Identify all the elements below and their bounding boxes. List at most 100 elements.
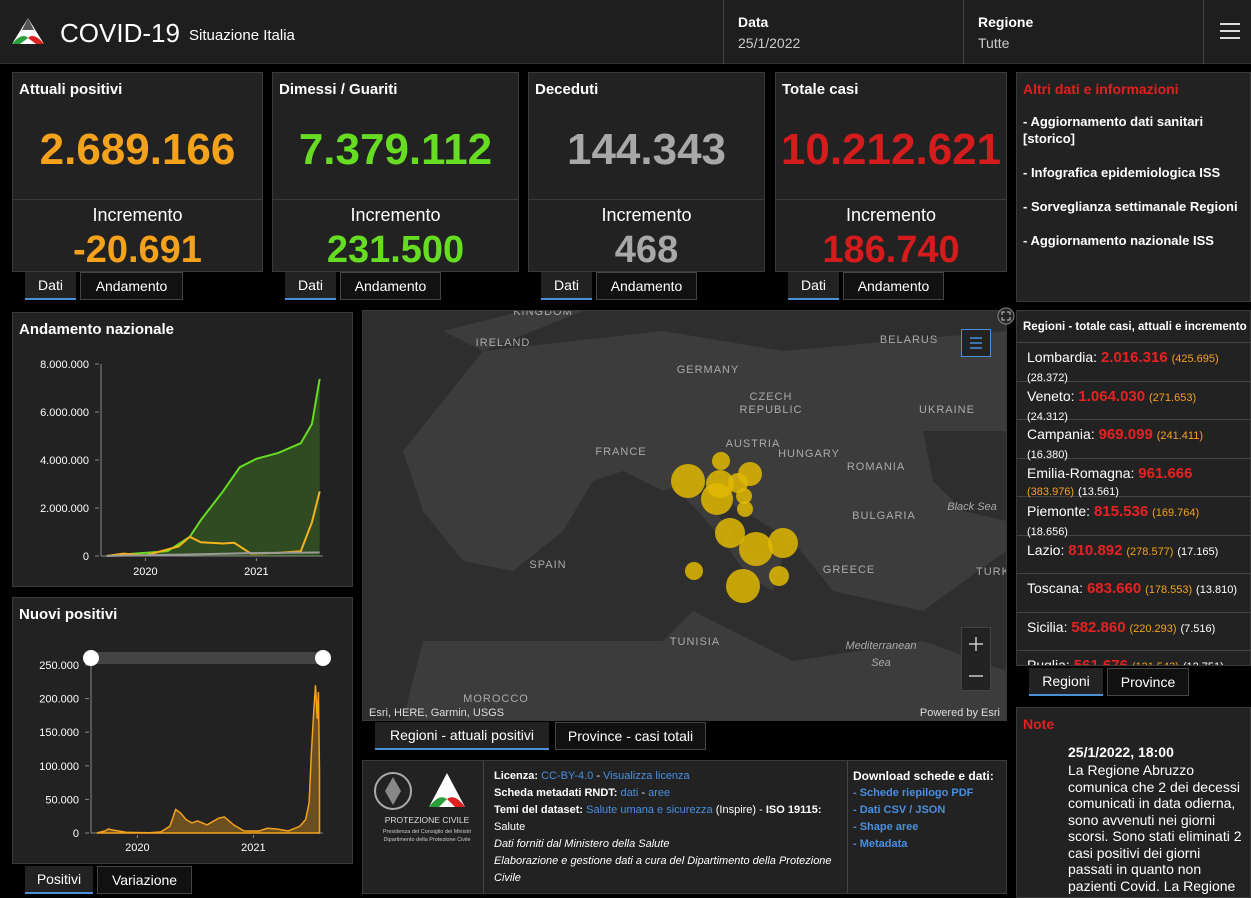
region-row[interactable]: Lombardia: 2.016.316 (425.695) (28.372) — [1017, 343, 1250, 384]
increment-label: Incremento — [92, 205, 183, 225]
map-label: GERMANY — [677, 364, 740, 376]
tab-map-province[interactable]: Province - casi totali — [555, 722, 706, 750]
x-tick-label: 2020 — [125, 842, 149, 854]
y-tick-label: 100.000 — [39, 761, 79, 773]
info-link[interactable]: - Aggiornamento dati sanitari [storico] — [1023, 114, 1204, 146]
tab-andamento[interactable]: Andamento — [596, 272, 697, 300]
info-link[interactable]: - Infografica epidemiologica ISS — [1023, 165, 1221, 180]
tab-variazione[interactable]: Variazione — [97, 866, 192, 894]
map-label: MOROCCO — [463, 693, 529, 705]
region-row[interactable]: Sicilia: 582.860 (220.293) (7.516) — [1017, 613, 1250, 651]
increment-label: Incremento — [601, 205, 692, 225]
tab-dati[interactable]: Dati — [788, 272, 839, 300]
tab-andamento[interactable]: Andamento — [340, 272, 441, 300]
region-row[interactable]: Lazio: 810.892 (278.577) (17.165) — [1017, 536, 1250, 574]
link[interactable]: dati — [620, 787, 639, 799]
region-current: (383.976) — [1027, 485, 1075, 498]
date-label: Data — [738, 14, 769, 30]
y-tick-label: 2.000.000 — [40, 503, 89, 515]
region-increment: (13.561) — [1077, 485, 1119, 498]
info-link[interactable]: - Sorveglianza settimanale Regioni — [1023, 199, 1238, 214]
download-link[interactable]: - Schede riepilogo PDF — [853, 787, 974, 799]
info-panel: Altri dati e informazioni - Aggiornament… — [1016, 72, 1251, 302]
tab-andamento[interactable]: Andamento — [843, 272, 944, 300]
map-label: BULGARIA — [852, 510, 916, 522]
map-label: TURK — [976, 566, 1006, 578]
region-increment: (17.165) — [1177, 545, 1219, 558]
card-separator — [13, 199, 262, 200]
label: ISO 19115: — [765, 804, 822, 816]
region-row[interactable]: Toscana: 683.660 (178.553) (13.810) — [1017, 574, 1250, 613]
header: COVID-19 Situazione Italia Data 25/1/202… — [0, 0, 1251, 64]
map-canvas: KINGDOM IRELAND GERMANY BELARUS CZECHREPUBLI… — [403, 311, 1006, 720]
info-link[interactable]: - Aggiornamento nazionale ISS — [1023, 233, 1214, 248]
tab-andamento[interactable]: Andamento — [80, 272, 183, 300]
region-value[interactable]: Tutte — [978, 35, 1010, 51]
link[interactable]: aree — [648, 787, 671, 799]
region-increment: (13.810) — [1196, 584, 1238, 596]
downloads: Download schede e dati: - Schede riepilo… — [853, 768, 1003, 853]
tab-dati[interactable]: Dati — [25, 272, 76, 300]
card-title: Totale casi — [782, 81, 859, 98]
card-title: Deceduti — [535, 81, 599, 98]
note-panel: Note 25/1/2022, 18:00 La Regione Abruzzo… — [1016, 707, 1251, 898]
map-label: ROMANIA — [847, 461, 905, 473]
note-date: 25/1/2022, 18:00 — [1068, 744, 1174, 760]
series-area — [106, 378, 320, 556]
region-row[interactable]: Emilia-Romagna: 961.666 (383.976) (13.56… — [1017, 459, 1250, 498]
region-current: (169.764) — [1152, 507, 1200, 519]
logos: PROTEZIONE CIVILE Presidenza del Consigl… — [374, 772, 471, 843]
tab-map-regioni[interactable]: Regioni - attuali positivi — [375, 722, 549, 750]
range-slider — [91, 652, 323, 664]
region-name: Piemonte: — [1027, 503, 1091, 519]
region-current: (271.653) — [1149, 391, 1197, 404]
map-label: GREECE — [823, 564, 875, 576]
tab-positivi[interactable]: Positivi — [25, 866, 93, 894]
region-bubble — [768, 528, 798, 558]
legend-button[interactable] — [961, 329, 991, 357]
x-tick-label: 2020 — [133, 566, 157, 578]
zoom-controls[interactable] — [961, 627, 991, 691]
tab-regioni[interactable]: Regioni — [1029, 668, 1103, 696]
region-label: Regione — [978, 14, 1034, 30]
menu-button[interactable] — [1219, 22, 1241, 40]
link[interactable]: CC-BY-4.0 — [541, 770, 594, 782]
map-label: HUNGARY — [778, 448, 840, 460]
tab-dati[interactable]: Dati — [285, 272, 336, 300]
region-total: 2.016.316 — [1100, 349, 1168, 366]
region-bubble — [685, 562, 703, 580]
card-title: Dimessi / Guariti — [279, 81, 398, 98]
download-link[interactable]: - Metadata — [853, 838, 908, 850]
logo-text: Dipartimento della Protezione Civile — [383, 837, 470, 843]
fullscreen-button[interactable] — [997, 307, 1015, 325]
link[interactable]: Visualizza licenza — [603, 770, 690, 782]
download-link[interactable]: - Shape aree — [853, 821, 919, 833]
region-name: Sicilia: — [1027, 618, 1068, 635]
tab-dati[interactable]: Dati — [541, 272, 592, 300]
new-positives-chart: 0 50.000 100.000 150.000 200.000 250.000 2020 2… — [39, 650, 331, 854]
y-tick-label: 250.000 — [39, 660, 79, 672]
region-total: 810.892 — [1068, 541, 1123, 559]
region-current: (425.695) — [1171, 353, 1219, 365]
map-label: UKRAINE — [919, 404, 975, 416]
region-row[interactable]: Puglia: 561.676 (121.543) (12.751) — [1017, 651, 1250, 665]
region-row[interactable]: Campania: 969.099 (241.411) (16.380) — [1017, 420, 1250, 461]
sep: - — [596, 770, 600, 782]
app-title: COVID-19 — [60, 18, 180, 48]
region-row[interactable]: Veneto: 1.064.030 (271.653) (24.312) — [1017, 382, 1250, 423]
region-bubble — [726, 569, 760, 603]
increment-label: Incremento — [845, 205, 937, 225]
map[interactable]: KINGDOM IRELAND GERMANY BELARUS CZECH REPUBLI… — [362, 310, 1007, 721]
link[interactable]: Salute umana e sicurezza — [586, 804, 713, 816]
region-current: (278.577) — [1126, 545, 1174, 558]
region-row[interactable]: Piemonte: 815.536 (169.764) (18.656) — [1017, 497, 1250, 538]
date-value[interactable]: 25/1/2022 — [738, 35, 801, 51]
tab-province[interactable]: Province — [1107, 668, 1189, 696]
download-link[interactable]: - Dati CSV / JSON — [853, 804, 946, 816]
logo — [12, 18, 44, 44]
text: Salute — [494, 821, 526, 833]
y-tick-label: 0 — [73, 828, 79, 840]
card-separator — [273, 199, 518, 200]
region-total: 961.666 — [1138, 464, 1193, 482]
